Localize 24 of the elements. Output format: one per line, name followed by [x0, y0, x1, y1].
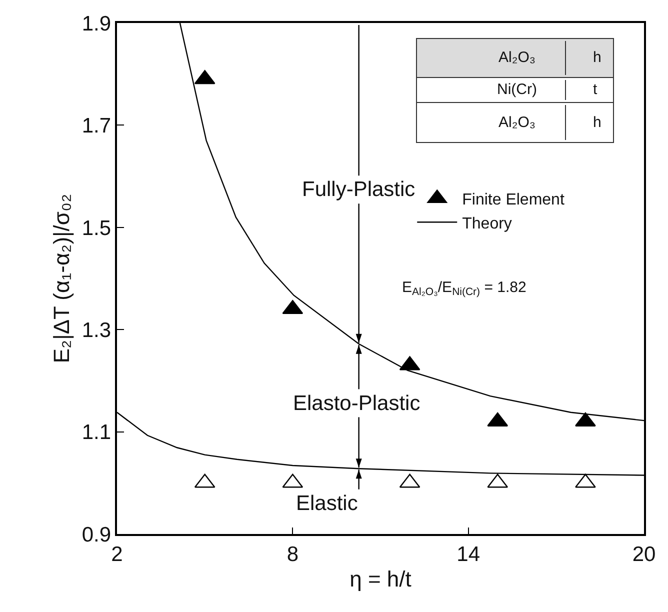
x-tick-label: 14	[456, 542, 480, 566]
y-tick-label: 1.3	[82, 318, 112, 342]
annotation: h	[593, 114, 602, 130]
annotation: Elastic	[296, 492, 358, 515]
annotation: h	[593, 49, 602, 66]
legend-label: Finite Element	[462, 192, 565, 209]
y-tick-label: 1.9	[82, 12, 112, 36]
annotation: E$_{Al₂O₃}$/E$_{Ni(Cr)}$ = 1.82	[402, 279, 526, 298]
y-axis-title: E₂|ΔT (α₁-α₂)|/σ₀₂	[49, 194, 74, 364]
annotation: Fully-Plastic	[302, 178, 416, 201]
y-tick-label: 0.9	[82, 523, 112, 546]
annotation: t	[593, 81, 598, 98]
y-tick-label: 1.1	[82, 421, 112, 444]
y-tick-label: 1.5	[82, 216, 112, 240]
x-tick-label: 20	[632, 542, 656, 566]
y-tick-label: 1.7	[82, 114, 112, 138]
annotation: Elasto-Plastic	[293, 392, 420, 415]
annotation: Al₂O₃	[498, 114, 536, 130]
annotation: Al₂O₃	[498, 49, 536, 66]
x-tick-label: 2	[111, 542, 123, 566]
annotation: Ni(Cr)	[496, 81, 538, 98]
legend-label: Theory	[462, 215, 512, 232]
x-tick-label: 8	[286, 542, 299, 566]
x-axis-title: η = h/t	[350, 566, 412, 592]
